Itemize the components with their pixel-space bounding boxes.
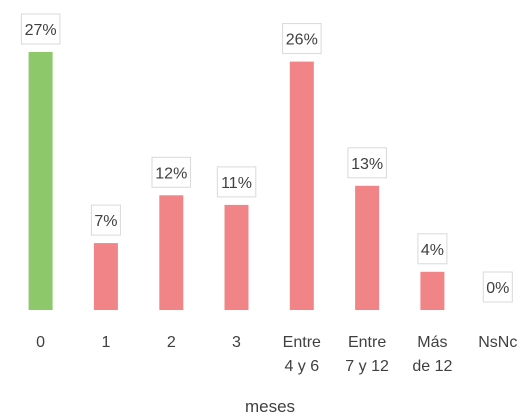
- bar-5: [355, 185, 380, 310]
- x-tick-label-7: NsNc: [478, 334, 517, 351]
- data-label-box-4: [282, 23, 322, 55]
- x-tick-labels-group: 0 1 2 3 Entre 4 y 6 Entre 7 y 12 Más de 12 NsNc: [36, 334, 517, 375]
- data-label-4: 26%: [286, 32, 318, 49]
- data-label-0: 27%: [25, 22, 57, 39]
- data-label-box-3: [216, 166, 257, 198]
- x-tick-label-4: Entre 4 y 6: [283, 334, 321, 375]
- data-label-box-6: [417, 233, 448, 265]
- x-axis-title: meses: [245, 397, 295, 416]
- data-label-box-5: [347, 147, 387, 179]
- data-label-box-1: [90, 204, 121, 236]
- data-label-box-2: [151, 156, 191, 188]
- bar-4: [289, 61, 314, 310]
- x-tick-label-1: 1: [101, 334, 110, 351]
- data-label-5: 13%: [351, 156, 383, 173]
- bar-2: [159, 195, 184, 310]
- bar-6: [420, 271, 445, 310]
- x-tick-label-5: Entre 7 y 12: [345, 334, 389, 375]
- x-tick-label-6: Más de 12: [412, 334, 452, 375]
- data-labels-group: 27% 7% 12% 11% 26% 13% 4% 0%: [20, 13, 513, 303]
- data-label-box-7: [482, 271, 513, 303]
- data-label-1: 7%: [94, 213, 117, 230]
- x-tick-label-0: 0: [36, 334, 45, 351]
- data-label-3: 11%: [221, 175, 252, 192]
- x-tick-label-3: 3: [232, 334, 241, 351]
- data-label-box-0: [20, 13, 61, 45]
- data-label-7: 0%: [486, 280, 509, 297]
- bar-0: [28, 52, 53, 310]
- bar-1: [93, 243, 118, 310]
- x-tick-label-2: 2: [167, 334, 176, 351]
- data-label-2: 12%: [155, 165, 187, 182]
- bar-3: [224, 204, 249, 310]
- data-label-6: 4%: [421, 242, 444, 259]
- bars-group: [28, 52, 445, 310]
